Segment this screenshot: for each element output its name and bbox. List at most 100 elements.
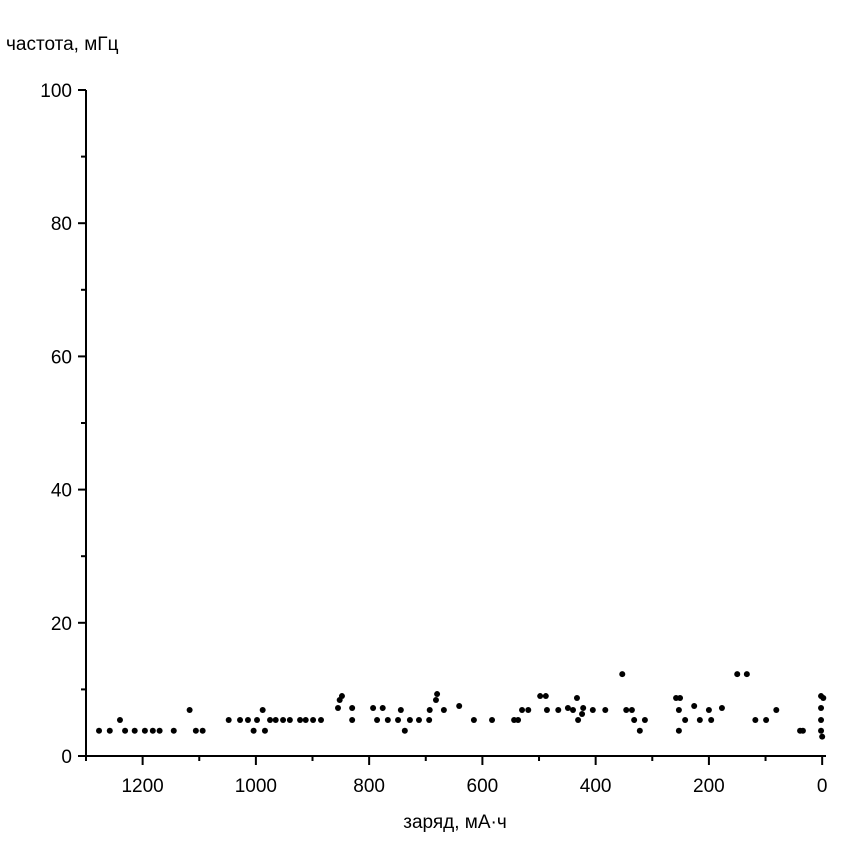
point bbox=[434, 691, 441, 698]
point bbox=[579, 711, 586, 718]
y-axis-label: частота, мГц bbox=[6, 34, 119, 55]
x-tick-label: 1200 bbox=[121, 776, 163, 797]
point bbox=[244, 717, 251, 724]
point bbox=[542, 693, 549, 700]
point bbox=[799, 727, 806, 734]
point bbox=[384, 717, 391, 724]
x-tick-label: 200 bbox=[693, 776, 725, 797]
x-tick-label: 400 bbox=[580, 776, 612, 797]
point bbox=[426, 707, 433, 714]
point bbox=[677, 695, 684, 702]
point bbox=[349, 705, 356, 712]
point bbox=[819, 733, 826, 740]
point bbox=[267, 717, 274, 724]
point bbox=[489, 717, 496, 724]
point bbox=[280, 717, 287, 724]
point bbox=[602, 707, 609, 714]
point bbox=[149, 727, 156, 734]
point bbox=[334, 705, 341, 712]
point bbox=[580, 705, 587, 712]
point bbox=[555, 707, 562, 714]
point bbox=[564, 705, 571, 712]
point bbox=[818, 705, 825, 712]
point bbox=[318, 717, 325, 724]
point bbox=[122, 727, 129, 734]
point bbox=[718, 705, 725, 712]
point bbox=[619, 671, 626, 678]
point bbox=[302, 717, 309, 724]
point bbox=[623, 707, 630, 714]
point bbox=[297, 717, 304, 724]
point bbox=[432, 697, 439, 704]
y-tick-label: 20 bbox=[51, 614, 72, 635]
point bbox=[397, 707, 404, 714]
point bbox=[141, 727, 148, 734]
point bbox=[406, 717, 413, 724]
point bbox=[763, 717, 770, 724]
point bbox=[734, 671, 741, 678]
point bbox=[426, 717, 433, 724]
point bbox=[254, 717, 261, 724]
point bbox=[675, 727, 682, 734]
point bbox=[156, 727, 163, 734]
point bbox=[675, 707, 682, 714]
y-tick-label: 40 bbox=[51, 481, 72, 502]
point bbox=[470, 717, 477, 724]
point bbox=[691, 703, 698, 710]
point bbox=[525, 707, 532, 714]
x-tick-label: 1000 bbox=[235, 776, 277, 797]
point bbox=[96, 727, 103, 734]
point bbox=[818, 717, 825, 724]
point bbox=[225, 717, 232, 724]
point bbox=[818, 727, 825, 734]
y-tick-label: 60 bbox=[51, 347, 72, 368]
point bbox=[589, 707, 596, 714]
point bbox=[696, 717, 703, 724]
point bbox=[401, 727, 408, 734]
point bbox=[310, 717, 317, 724]
x-tick-label: 0 bbox=[817, 776, 828, 797]
point bbox=[370, 705, 377, 712]
point bbox=[631, 717, 638, 724]
point bbox=[250, 727, 257, 734]
point bbox=[773, 707, 780, 714]
point bbox=[336, 697, 343, 704]
point bbox=[186, 707, 193, 714]
point bbox=[131, 727, 138, 734]
point bbox=[440, 707, 447, 714]
point bbox=[570, 707, 577, 714]
point bbox=[682, 717, 689, 724]
point bbox=[708, 717, 715, 724]
point bbox=[705, 707, 712, 714]
point bbox=[456, 703, 463, 710]
point bbox=[415, 717, 422, 724]
point bbox=[575, 717, 582, 724]
x-tick-label: 800 bbox=[353, 776, 385, 797]
point bbox=[261, 727, 268, 734]
point bbox=[106, 727, 113, 734]
point bbox=[573, 695, 580, 702]
x-tick-label: 600 bbox=[467, 776, 499, 797]
point bbox=[641, 717, 648, 724]
point bbox=[379, 705, 386, 712]
point bbox=[286, 717, 293, 724]
x-axis-label: заряд, мА·ч bbox=[403, 812, 507, 833]
point bbox=[820, 695, 827, 702]
point bbox=[519, 707, 526, 714]
point bbox=[537, 693, 544, 700]
point bbox=[743, 671, 750, 678]
point bbox=[199, 727, 206, 734]
point bbox=[192, 727, 199, 734]
y-tick-label: 100 bbox=[40, 81, 72, 102]
point bbox=[515, 717, 522, 724]
point bbox=[374, 717, 381, 724]
point bbox=[395, 717, 402, 724]
point bbox=[628, 707, 635, 714]
y-tick-label: 0 bbox=[61, 747, 72, 768]
point bbox=[272, 717, 279, 724]
point bbox=[543, 707, 550, 714]
point bbox=[237, 717, 244, 724]
point bbox=[116, 717, 123, 724]
point bbox=[636, 727, 643, 734]
